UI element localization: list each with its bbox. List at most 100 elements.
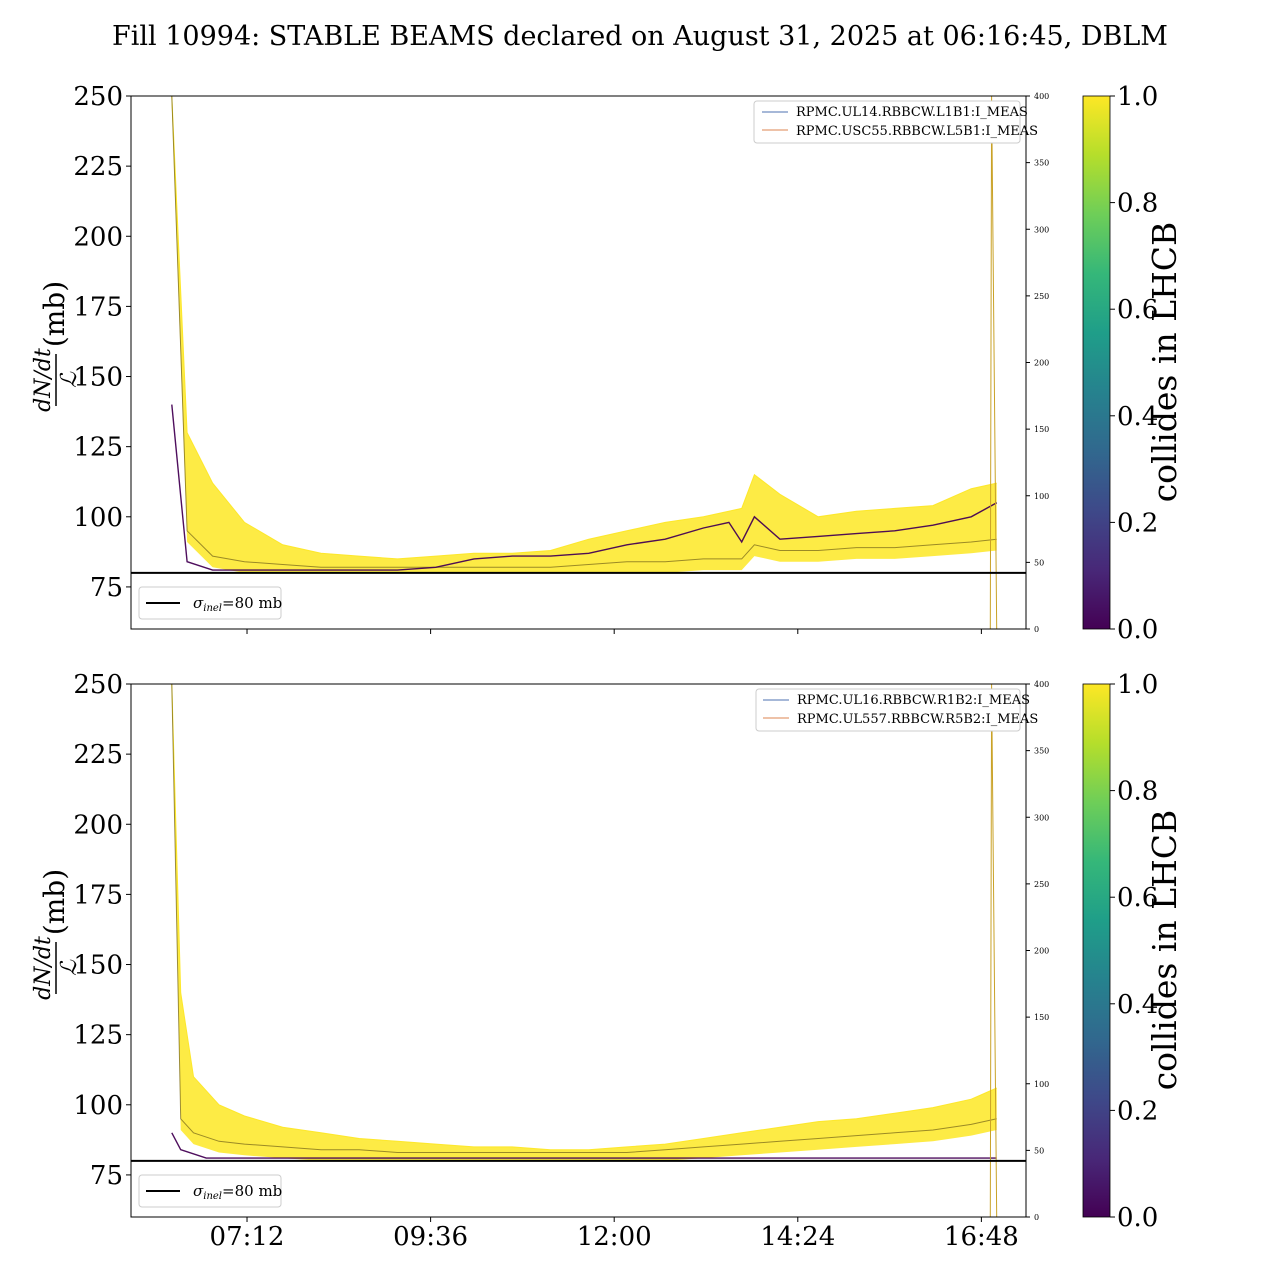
bottom-plot-area	[168, 684, 998, 1217]
top-series-collides-in-lhcb-typical-	[171, 96, 997, 568]
bottom-y-tick-label: 200	[73, 810, 123, 840]
bottom-cb-tick-label: 0.4	[1117, 990, 1158, 1020]
top-y-tick-label: 225	[73, 152, 123, 182]
top-colorbar-label: collides in LHCB	[1145, 222, 1184, 503]
top-series-not-colliding-in-lhcb	[171, 404, 998, 571]
top-colorbar-ticks: 0.0 0.2 0.4 0.6 0.8 1.0	[1110, 82, 1158, 645]
top-plot-area	[168, 96, 998, 629]
bottom-cb-tick-label: 0.6	[1117, 883, 1158, 913]
bottom-legend-entry-1: RPMC.UL16.RBBCW.R1B2:I_MEAS	[797, 693, 1030, 708]
bottom-cb-tick-label: 0.8	[1117, 777, 1158, 807]
top-y2-tick-label: 150	[1034, 425, 1049, 434]
top-y-tick-label: 175	[73, 292, 123, 322]
top-threshold-legend-label: σinel=80 mb	[193, 594, 282, 614]
bottom-ylabel-numerator: dN/dt	[31, 936, 56, 1000]
top-cb-tick-label: 1.0	[1117, 82, 1158, 112]
top-y2-tick-label: 300	[1034, 225, 1049, 234]
top-cb-tick-label: 0.4	[1117, 402, 1158, 432]
bottom-threshold-legend: σinel=80 mb	[138, 1174, 282, 1208]
bottom-y-tick-label: 150	[73, 951, 123, 981]
top-series-collides-in-lhcb-upper-envelope-	[171, 96, 997, 560]
top-legend-box	[753, 100, 1021, 144]
bottom-colorbar-label: collides in LHCB	[1145, 810, 1184, 1091]
top-cb-tick-label: 0.2	[1117, 508, 1158, 538]
bottom-x-ticks: 07:12 09:36 12:00 14:24 16:48	[210, 1217, 1019, 1252]
top-secondary-series	[168, 96, 998, 629]
bottom-y-tick-label: 250	[73, 670, 123, 700]
bottom-cb-tick-label: 0.0	[1117, 1203, 1158, 1233]
bottom-ylabel-denominator: ℒ	[57, 959, 82, 976]
bottom-y2-tick-label: 0	[1034, 1213, 1039, 1222]
top-x-ticks	[246, 629, 982, 634]
bottom-colorbar-ticks: 0.0 0.2 0.4 0.6 0.8 1.0	[1110, 670, 1158, 1233]
bottom-colorbar-gradient	[1082, 683, 1111, 1218]
bottom-y-tick-label: 225	[73, 740, 123, 770]
top-y2-tick-label: 350	[1034, 159, 1049, 168]
top-threshold-legend: σinel=80 mb	[138, 586, 282, 620]
bottom-colorbar: 0.0 0.2 0.4 0.6 0.8 1.0 collides in LHCB	[1082, 670, 1184, 1233]
bottom-threshold-sub: inel	[203, 1191, 222, 1202]
top-threshold-sigma: σ	[193, 594, 204, 612]
top-secondary-y-ticks: 0 50 100 150 200 250 300 350 400	[1026, 92, 1049, 634]
top-ylabel-numerator: dN/dt	[31, 348, 56, 412]
top-ylabel-unit: (mb)	[38, 281, 71, 347]
bottom-threshold-sigma: σ	[193, 1182, 204, 1200]
top-y2-tick-label: 100	[1034, 492, 1049, 501]
top-y-tick-label: 125	[73, 433, 123, 463]
bottom-y-ticks: 75 100 125 150 175 200 225 250	[73, 670, 131, 1191]
bottom-x-tick-label: 12:00	[577, 1222, 652, 1252]
top-y-axis-label: dN/dt ℒ (mb)	[31, 281, 82, 412]
top-y2-tick-label: 50	[1034, 558, 1044, 567]
bottom-y-axis-label: dN/dt ℒ (mb)	[31, 869, 82, 1000]
bottom-y2-tick-label: 400	[1034, 680, 1049, 689]
top-y2-tick-label: 0	[1034, 625, 1039, 634]
bottom-y2-tick-label: 50	[1034, 1146, 1044, 1155]
bottom-series-collides-in-lhcb-typical-	[171, 684, 997, 1153]
bottom-collides-band	[171, 684, 997, 1161]
top-threshold-sub: inel	[203, 603, 222, 614]
top-threshold-legend-box	[138, 586, 282, 620]
bottom-panel: 75 100 125 150 175 200 225 250 0 50 100 150 200 250 3…	[31, 670, 1184, 1252]
bottom-y-tick-label: 100	[73, 1091, 123, 1121]
top-colorbar: 0.0 0.2 0.4 0.6 0.8 1.0 collides in LHCB	[1082, 82, 1184, 645]
bottom-y-tick-label: 75	[90, 1161, 123, 1191]
bottom-y2-tick-label: 350	[1034, 747, 1049, 756]
bottom-y-tick-label: 125	[73, 1021, 123, 1051]
top-y-tick-label: 75	[90, 573, 123, 603]
top-cb-tick-label: 0.8	[1117, 189, 1158, 219]
bottom-legend-box	[755, 688, 1021, 732]
bottom-threshold-legend-box	[138, 1174, 282, 1208]
top-y2-tick-label: 200	[1034, 359, 1049, 368]
top-panel: 75 100 125 150 175 200 225 250 0 50 100 150 200 250 3…	[31, 82, 1184, 645]
bottom-y2-tick-label: 250	[1034, 880, 1049, 889]
top-y-ticks: 75 100 125 150 175 200 225 250	[73, 82, 131, 603]
bottom-y2-tick-label: 100	[1034, 1080, 1049, 1089]
bottom-legend: RPMC.UL16.RBBCW.R1B2:I_MEAS RPMC.UL557.R…	[755, 688, 1038, 732]
bottom-threshold-legend-label: σinel=80 mb	[193, 1182, 282, 1202]
bottom-x-tick-label: 07:12	[210, 1222, 285, 1252]
top-collides-band	[171, 96, 997, 573]
bottom-y-tick-label: 175	[73, 880, 123, 910]
bottom-y2-tick-label: 300	[1034, 813, 1049, 822]
bottom-cb-tick-label: 0.2	[1117, 1096, 1158, 1126]
bottom-series-collides-in-lhcb-upper-envelope-	[171, 684, 997, 1151]
top-legend: RPMC.UL14.RBBCW.L1B1:I_MEAS RPMC.USC55.R…	[753, 100, 1038, 144]
bottom-y2-tick-label: 150	[1034, 1013, 1049, 1022]
top-y-tick-label: 150	[73, 363, 123, 393]
top-y2-tick-label: 250	[1034, 292, 1049, 301]
bottom-secondary-y-ticks: 0 50 100 150 200 250 300 350 400	[1026, 680, 1049, 1222]
bottom-x-tick-label: 16:48	[944, 1222, 1019, 1252]
top-legend-entry-1: RPMC.UL14.RBBCW.L1B1:I_MEAS	[796, 105, 1028, 120]
top-y-tick-label: 200	[73, 222, 123, 252]
bottom-cb-tick-label: 1.0	[1117, 670, 1158, 700]
top-threshold-rest: =80 mb	[222, 594, 282, 612]
bottom-series-not-colliding-in-lhcb	[171, 1132, 997, 1159]
top-colorbar-gradient	[1082, 95, 1111, 630]
bottom-secondary-series	[168, 684, 998, 1217]
top-y-tick-label: 250	[73, 82, 123, 112]
bottom-x-tick-label: 14:24	[760, 1222, 835, 1252]
top-y2-tick-label: 400	[1034, 92, 1049, 101]
bottom-legend-entry-2: RPMC.UL557.RBBCW.R5B2:I_MEAS	[797, 712, 1038, 727]
top-ylabel-denominator: ℒ	[57, 371, 82, 388]
